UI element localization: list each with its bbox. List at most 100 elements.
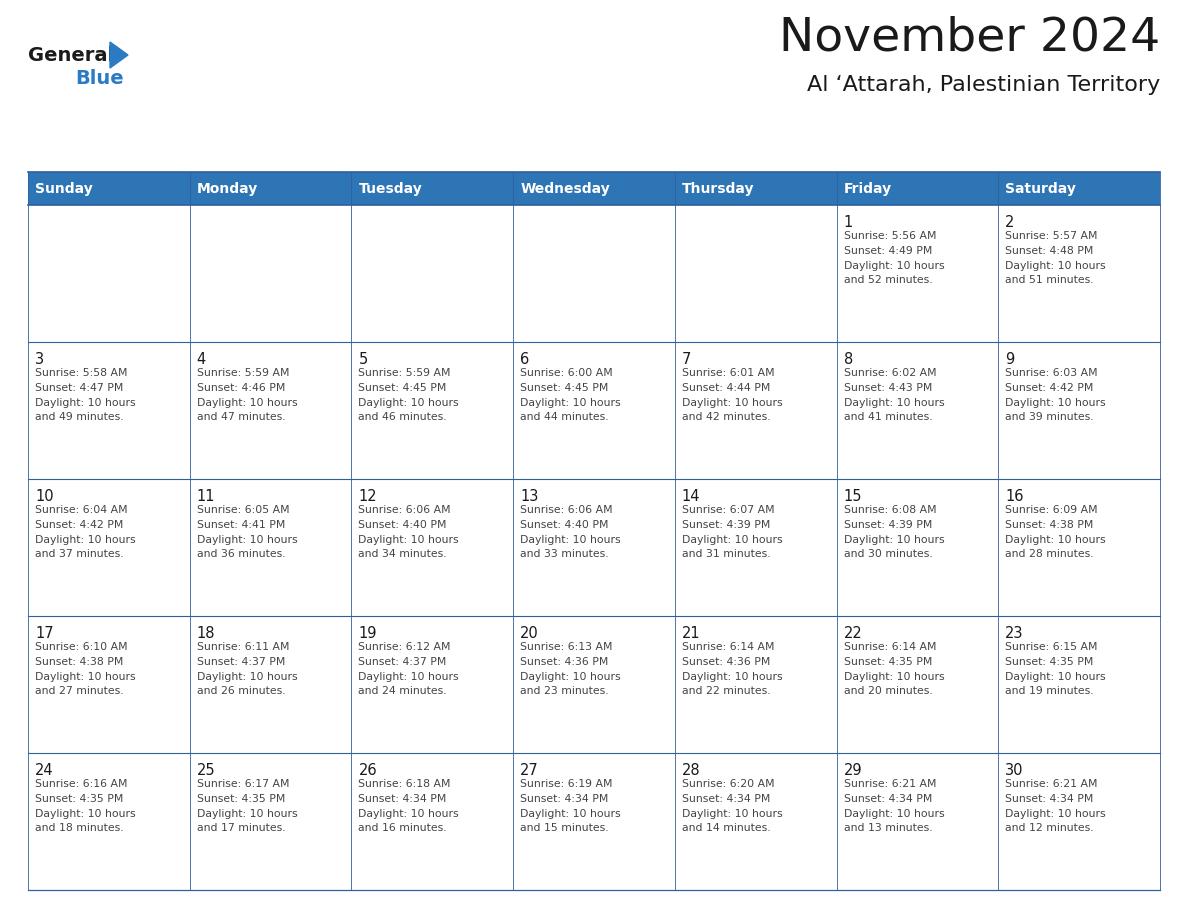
Text: and 49 minutes.: and 49 minutes. bbox=[34, 412, 124, 422]
Text: and 41 minutes.: and 41 minutes. bbox=[843, 412, 933, 422]
Bar bbox=[675, 342, 836, 479]
Text: and 34 minutes.: and 34 minutes. bbox=[359, 549, 447, 559]
Text: Sunset: 4:34 PM: Sunset: 4:34 PM bbox=[359, 794, 447, 804]
Bar bbox=[352, 205, 513, 342]
Bar bbox=[836, 205, 998, 342]
Text: and 31 minutes.: and 31 minutes. bbox=[682, 549, 771, 559]
Bar bbox=[675, 479, 836, 616]
Bar bbox=[513, 753, 675, 890]
Text: Sunset: 4:34 PM: Sunset: 4:34 PM bbox=[520, 794, 608, 804]
Bar bbox=[29, 205, 190, 342]
Text: Sunset: 4:34 PM: Sunset: 4:34 PM bbox=[843, 794, 931, 804]
Text: and 44 minutes.: and 44 minutes. bbox=[520, 412, 608, 422]
Text: 18: 18 bbox=[197, 626, 215, 641]
Bar bbox=[836, 753, 998, 890]
Text: and 14 minutes.: and 14 minutes. bbox=[682, 823, 771, 834]
Text: 15: 15 bbox=[843, 489, 862, 504]
Text: Daylight: 10 hours: Daylight: 10 hours bbox=[1005, 261, 1106, 271]
Bar bbox=[675, 616, 836, 753]
Text: Daylight: 10 hours: Daylight: 10 hours bbox=[1005, 397, 1106, 408]
Text: Daylight: 10 hours: Daylight: 10 hours bbox=[197, 534, 297, 544]
Text: and 15 minutes.: and 15 minutes. bbox=[520, 823, 608, 834]
Text: Sunrise: 6:02 AM: Sunrise: 6:02 AM bbox=[843, 368, 936, 378]
Text: Sunrise: 6:21 AM: Sunrise: 6:21 AM bbox=[1005, 779, 1098, 789]
Bar bbox=[513, 342, 675, 479]
Text: Daylight: 10 hours: Daylight: 10 hours bbox=[1005, 672, 1106, 681]
Text: Friday: Friday bbox=[843, 182, 892, 196]
Bar bbox=[352, 479, 513, 616]
Text: Al ‘Attarah, Palestinian Territory: Al ‘Attarah, Palestinian Territory bbox=[807, 75, 1159, 95]
Text: Sunrise: 6:07 AM: Sunrise: 6:07 AM bbox=[682, 505, 775, 515]
Text: Sunrise: 5:56 AM: Sunrise: 5:56 AM bbox=[843, 231, 936, 241]
Text: Sunrise: 6:11 AM: Sunrise: 6:11 AM bbox=[197, 642, 289, 652]
Text: Sunset: 4:41 PM: Sunset: 4:41 PM bbox=[197, 520, 285, 530]
Text: Wednesday: Wednesday bbox=[520, 182, 609, 196]
Text: and 17 minutes.: and 17 minutes. bbox=[197, 823, 285, 834]
Text: Sunset: 4:37 PM: Sunset: 4:37 PM bbox=[197, 656, 285, 666]
Text: 25: 25 bbox=[197, 763, 215, 778]
Text: Sunrise: 6:18 AM: Sunrise: 6:18 AM bbox=[359, 779, 451, 789]
Text: 6: 6 bbox=[520, 352, 530, 367]
Text: Sunset: 4:49 PM: Sunset: 4:49 PM bbox=[843, 246, 931, 256]
Text: Sunrise: 6:12 AM: Sunrise: 6:12 AM bbox=[359, 642, 451, 652]
Text: 14: 14 bbox=[682, 489, 701, 504]
Text: Sunset: 4:35 PM: Sunset: 4:35 PM bbox=[197, 794, 285, 804]
Text: Daylight: 10 hours: Daylight: 10 hours bbox=[34, 397, 135, 408]
Text: and 27 minutes.: and 27 minutes. bbox=[34, 687, 124, 697]
Text: and 20 minutes.: and 20 minutes. bbox=[843, 687, 933, 697]
Text: and 23 minutes.: and 23 minutes. bbox=[520, 687, 608, 697]
Bar bbox=[29, 342, 190, 479]
Text: 9: 9 bbox=[1005, 352, 1015, 367]
Text: and 19 minutes.: and 19 minutes. bbox=[1005, 687, 1094, 697]
Text: Daylight: 10 hours: Daylight: 10 hours bbox=[34, 672, 135, 681]
Text: and 52 minutes.: and 52 minutes. bbox=[843, 275, 933, 285]
Text: Sunrise: 6:00 AM: Sunrise: 6:00 AM bbox=[520, 368, 613, 378]
Text: Daylight: 10 hours: Daylight: 10 hours bbox=[843, 534, 944, 544]
Text: and 37 minutes.: and 37 minutes. bbox=[34, 549, 124, 559]
Text: Sunrise: 6:06 AM: Sunrise: 6:06 AM bbox=[520, 505, 613, 515]
Text: Sunset: 4:38 PM: Sunset: 4:38 PM bbox=[1005, 520, 1094, 530]
Text: Sunset: 4:45 PM: Sunset: 4:45 PM bbox=[520, 383, 608, 393]
Text: Daylight: 10 hours: Daylight: 10 hours bbox=[682, 809, 783, 819]
Text: Sunset: 4:35 PM: Sunset: 4:35 PM bbox=[1005, 656, 1094, 666]
Text: Sunrise: 6:05 AM: Sunrise: 6:05 AM bbox=[197, 505, 290, 515]
Text: 13: 13 bbox=[520, 489, 538, 504]
Text: 20: 20 bbox=[520, 626, 539, 641]
Text: and 12 minutes.: and 12 minutes. bbox=[1005, 823, 1094, 834]
Text: and 46 minutes.: and 46 minutes. bbox=[359, 412, 447, 422]
Text: Daylight: 10 hours: Daylight: 10 hours bbox=[197, 672, 297, 681]
Text: Daylight: 10 hours: Daylight: 10 hours bbox=[1005, 534, 1106, 544]
Text: and 42 minutes.: and 42 minutes. bbox=[682, 412, 771, 422]
Text: Sunrise: 6:14 AM: Sunrise: 6:14 AM bbox=[682, 642, 775, 652]
Text: Daylight: 10 hours: Daylight: 10 hours bbox=[1005, 809, 1106, 819]
Bar bbox=[675, 205, 836, 342]
Text: Sunday: Sunday bbox=[34, 182, 93, 196]
Bar bbox=[998, 205, 1159, 342]
Bar bbox=[29, 172, 1159, 205]
Text: Daylight: 10 hours: Daylight: 10 hours bbox=[359, 397, 459, 408]
Text: 2: 2 bbox=[1005, 215, 1015, 230]
Bar bbox=[352, 616, 513, 753]
Text: Daylight: 10 hours: Daylight: 10 hours bbox=[520, 809, 621, 819]
Text: Thursday: Thursday bbox=[682, 182, 754, 196]
Text: Daylight: 10 hours: Daylight: 10 hours bbox=[520, 397, 621, 408]
Bar bbox=[836, 616, 998, 753]
Text: Daylight: 10 hours: Daylight: 10 hours bbox=[682, 397, 783, 408]
Text: Daylight: 10 hours: Daylight: 10 hours bbox=[34, 809, 135, 819]
Text: Sunset: 4:40 PM: Sunset: 4:40 PM bbox=[359, 520, 447, 530]
Bar bbox=[836, 342, 998, 479]
Text: 27: 27 bbox=[520, 763, 539, 778]
Text: and 47 minutes.: and 47 minutes. bbox=[197, 412, 285, 422]
Text: General: General bbox=[29, 46, 114, 64]
Text: Sunrise: 6:09 AM: Sunrise: 6:09 AM bbox=[1005, 505, 1098, 515]
Text: Sunset: 4:39 PM: Sunset: 4:39 PM bbox=[682, 520, 770, 530]
Text: Blue: Blue bbox=[75, 69, 124, 87]
Text: Sunset: 4:45 PM: Sunset: 4:45 PM bbox=[359, 383, 447, 393]
Text: Saturday: Saturday bbox=[1005, 182, 1076, 196]
Text: and 33 minutes.: and 33 minutes. bbox=[520, 549, 608, 559]
Text: Daylight: 10 hours: Daylight: 10 hours bbox=[520, 672, 621, 681]
Text: and 51 minutes.: and 51 minutes. bbox=[1005, 275, 1094, 285]
Bar bbox=[190, 753, 352, 890]
Text: Daylight: 10 hours: Daylight: 10 hours bbox=[843, 397, 944, 408]
Text: Daylight: 10 hours: Daylight: 10 hours bbox=[520, 534, 621, 544]
